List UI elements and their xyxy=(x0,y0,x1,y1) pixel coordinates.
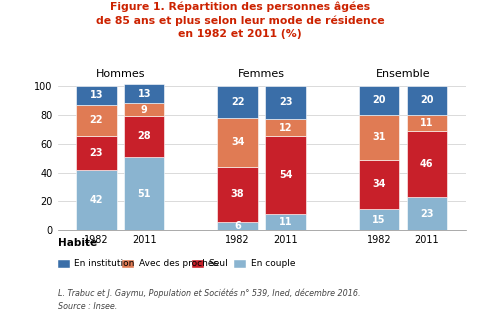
Text: 6: 6 xyxy=(234,221,241,231)
Text: Hommes: Hommes xyxy=(96,68,145,78)
Text: Seul: Seul xyxy=(209,260,228,268)
Text: 51: 51 xyxy=(138,188,151,198)
Text: 11: 11 xyxy=(279,218,292,228)
Bar xyxy=(76,105,117,136)
Bar xyxy=(124,116,165,157)
Text: 28: 28 xyxy=(137,132,151,141)
Bar xyxy=(407,131,447,197)
Text: 31: 31 xyxy=(372,132,385,142)
Text: 9: 9 xyxy=(141,105,148,115)
Bar xyxy=(265,214,306,230)
Bar xyxy=(359,86,399,115)
Text: 23: 23 xyxy=(420,209,433,219)
Text: 22: 22 xyxy=(90,116,103,125)
Bar xyxy=(359,160,399,209)
Text: 34: 34 xyxy=(372,179,385,189)
Bar xyxy=(124,103,165,116)
Bar xyxy=(265,136,306,214)
Bar xyxy=(407,197,447,230)
Text: 54: 54 xyxy=(279,171,292,180)
Text: Source : Insee.: Source : Insee. xyxy=(58,302,117,311)
Bar xyxy=(76,86,117,105)
Bar xyxy=(265,119,306,136)
Bar xyxy=(359,209,399,230)
Text: En couple: En couple xyxy=(251,260,296,268)
Text: 13: 13 xyxy=(138,89,151,99)
Text: 23: 23 xyxy=(279,97,292,108)
Bar xyxy=(217,222,258,230)
Bar xyxy=(76,136,117,170)
Text: 38: 38 xyxy=(231,189,244,199)
Text: 42: 42 xyxy=(90,195,103,205)
Text: Avec des proches: Avec des proches xyxy=(139,260,218,268)
Bar xyxy=(407,115,447,131)
Text: Figure 1. Répartition des personnes âgées
de 85 ans et plus selon leur mode de r: Figure 1. Répartition des personnes âgée… xyxy=(96,2,384,39)
Bar xyxy=(217,118,258,167)
Text: Femmes: Femmes xyxy=(238,68,285,78)
Text: 20: 20 xyxy=(420,95,433,105)
Text: L. Trabuc et J. Gaymu, Population et Sociétés n° 539, Ined, décembre 2016.: L. Trabuc et J. Gaymu, Population et Soc… xyxy=(58,288,360,298)
Text: 22: 22 xyxy=(231,97,244,107)
Bar xyxy=(407,86,447,115)
Bar xyxy=(124,157,165,230)
Text: 12: 12 xyxy=(279,123,292,133)
Text: 23: 23 xyxy=(90,148,103,158)
Text: 11: 11 xyxy=(420,118,433,128)
Bar xyxy=(76,170,117,230)
Text: En institution: En institution xyxy=(74,260,135,268)
Bar xyxy=(124,84,165,103)
Text: 34: 34 xyxy=(231,137,244,147)
Text: 13: 13 xyxy=(90,90,103,100)
Bar xyxy=(217,167,258,222)
Text: Ensemble: Ensemble xyxy=(375,68,430,78)
Bar xyxy=(265,86,306,119)
Text: 20: 20 xyxy=(372,95,385,105)
Bar xyxy=(359,115,399,160)
Text: 15: 15 xyxy=(372,214,385,225)
Bar xyxy=(217,86,258,117)
Text: Habite: Habite xyxy=(58,238,97,248)
Text: 46: 46 xyxy=(420,159,433,169)
